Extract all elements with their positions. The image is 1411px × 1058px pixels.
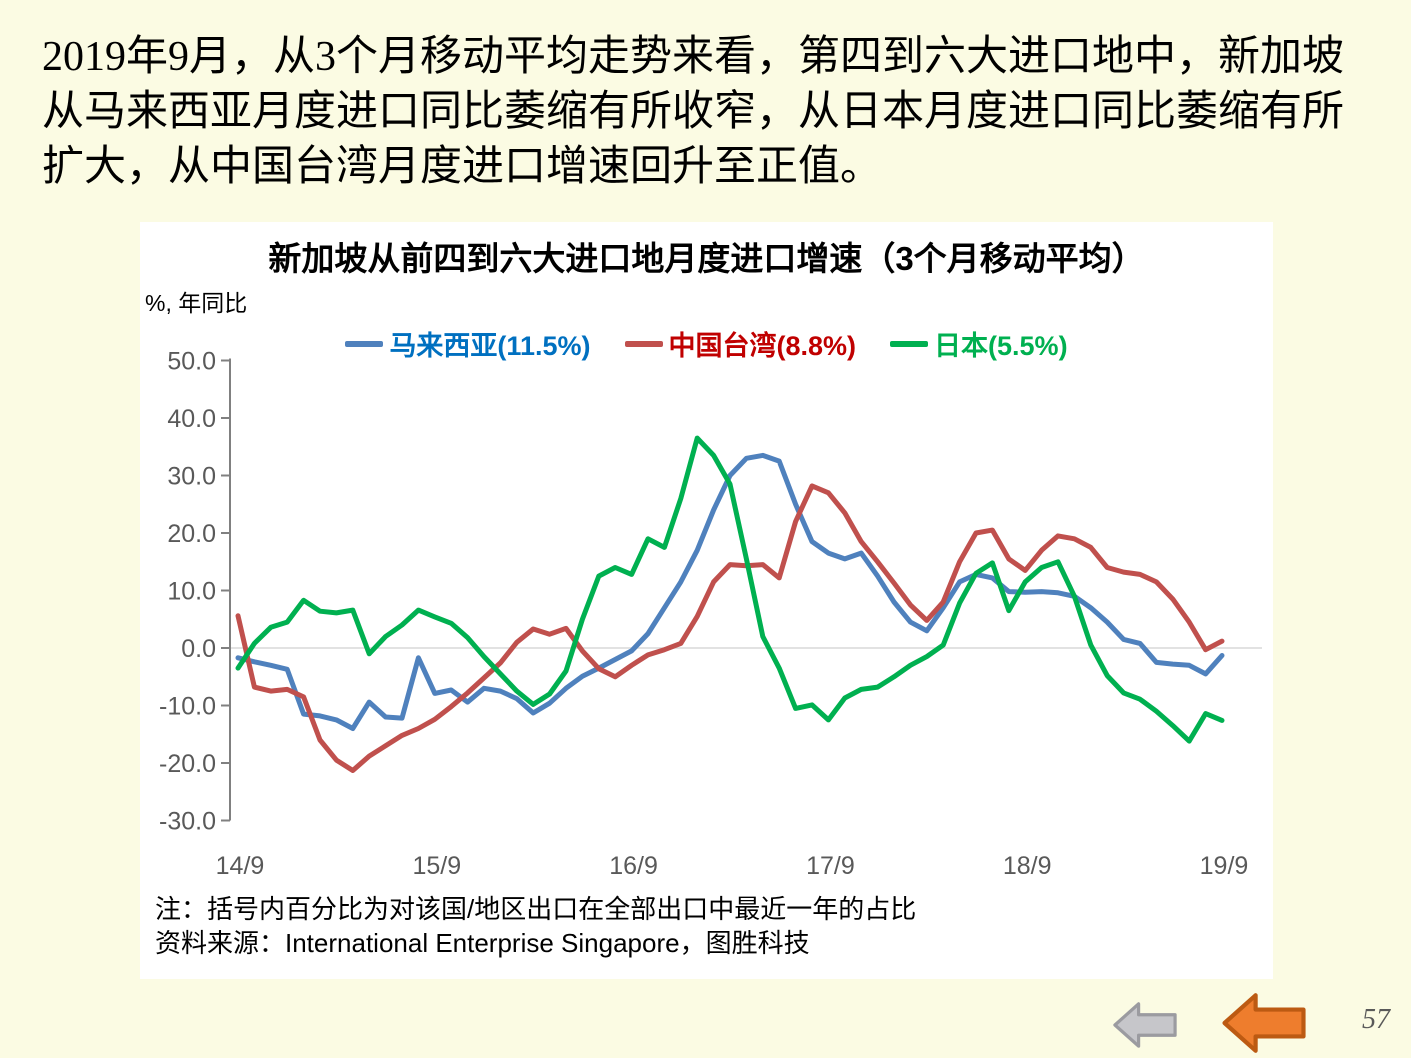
y-axis-unit-label: %, 年同比 xyxy=(145,290,248,316)
line-chart-plot: 50.0 40.0 30.0 20.0 10.0 0.0 -10.0 -20.0 -30.014… xyxy=(159,348,1262,880)
x-tick-label: 19/9 xyxy=(1200,852,1249,880)
x-tick-label: 14/9 xyxy=(216,852,265,880)
series-line-2 xyxy=(235,435,1225,744)
x-tick-label: 15/9 xyxy=(412,852,461,880)
legend-item-taiwan: 中国台湾(8.8%) xyxy=(624,324,857,363)
y-tick-label: -20.0 xyxy=(159,750,216,778)
intro-text: 2019年9月，从3个月移动平均走势来看，第四到六大进口地中，新加坡从马来西亚月… xyxy=(42,34,1345,190)
x-tick-label: 17/9 xyxy=(806,852,855,880)
chart-source: 资料来源：International Enterprise Singapore，… xyxy=(155,928,810,958)
chart-note: 注：括号内百分比为对该国/地区出口在全部出口中最近一年的占比 xyxy=(155,894,917,924)
x-tick-label: 16/9 xyxy=(609,852,658,880)
legend-label-taiwan: 中国台湾(8.8%) xyxy=(668,331,857,361)
y-tick-label: 40.0 xyxy=(167,405,216,433)
y-tick-label: -10.0 xyxy=(159,693,216,721)
legend-item-japan: 日本(5.5%) xyxy=(890,324,1068,363)
legend-label-japan: 日本(5.5%) xyxy=(934,331,1068,361)
y-tick-label: -30.0 xyxy=(159,808,216,836)
legend-item-malaysia: 马来西亚(11.5%) xyxy=(345,324,591,363)
y-tick-label: 10.0 xyxy=(167,578,216,606)
chart-notes: 注：括号内百分比为对该国/地区出口在全部出口中最近一年的占比 资料来源：Inte… xyxy=(155,892,916,960)
page-number: 57 xyxy=(1362,1004,1390,1035)
y-tick-label: 20.0 xyxy=(167,520,216,548)
return-arrow-orange[interactable] xyxy=(1222,992,1306,1054)
taiwan-line-swatch-icon xyxy=(624,340,663,347)
y-tick-label: 50.0 xyxy=(167,348,216,376)
y-tick-label: 0.0 xyxy=(181,635,216,663)
x-tick-label: 18/9 xyxy=(1003,852,1052,880)
series-line-0 xyxy=(235,452,1225,731)
japan-line-swatch-icon xyxy=(890,340,929,347)
chart-title: 新加坡从前四到六大进口地月度进口增速（3个月移动平均） xyxy=(268,240,1145,277)
y-tick-label: 30.0 xyxy=(167,463,216,491)
chart-legend: 马来西亚(11.5%) 中国台湾(8.8%) 日本(5.5%) xyxy=(140,324,1273,363)
legend-label-malaysia: 马来西亚(11.5%) xyxy=(389,331,591,361)
malaysia-line-swatch-icon xyxy=(345,340,384,347)
back-arrow-gray[interactable] xyxy=(1113,997,1177,1053)
gray-left-arrow-icon xyxy=(1113,1002,1177,1048)
orange-left-arrow-icon xyxy=(1222,993,1306,1053)
series-line-1 xyxy=(235,483,1225,773)
chart-panel: 50.0 40.0 30.0 20.0 10.0 0.0 -10.0 -20.0 -30.0 14… xyxy=(140,222,1273,979)
